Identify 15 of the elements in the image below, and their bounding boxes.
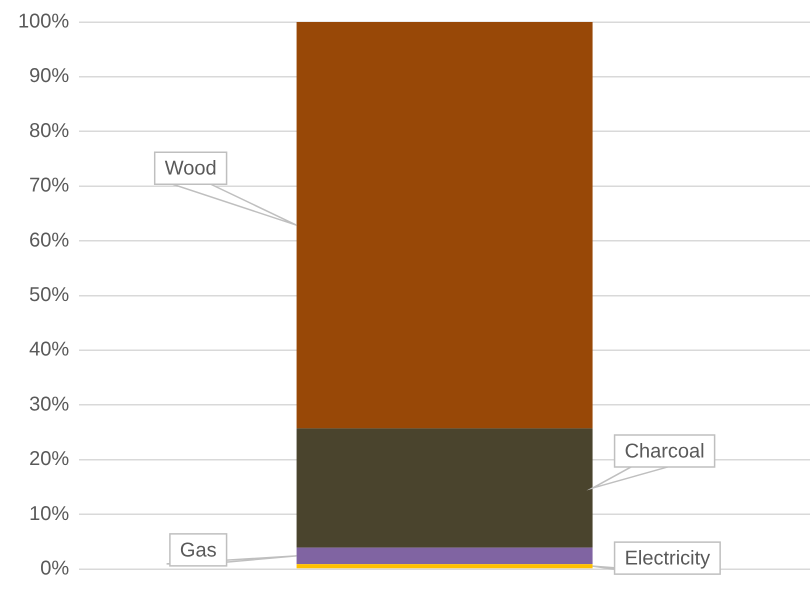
- series-label: Charcoal: [624, 440, 705, 463]
- y-tick-label: 80%: [29, 120, 70, 142]
- y-tick-label: 50%: [29, 284, 70, 306]
- y-tick-label: 40%: [29, 338, 70, 361]
- series-label: Electricity: [624, 548, 710, 570]
- y-tick-label: 0%: [40, 558, 70, 580]
- y-tick-label: 70%: [29, 174, 70, 197]
- y-tick-label: 10%: [29, 502, 70, 525]
- y-tick-label: 60%: [29, 229, 70, 252]
- y-tick-label: 100%: [18, 10, 70, 33]
- y-tick-label: 90%: [29, 65, 70, 88]
- text: Gas: [180, 539, 217, 562]
- y-tick-label: 20%: [29, 448, 70, 470]
- y-tick-label: 30%: [29, 393, 70, 416]
- text: Wood: [164, 158, 217, 180]
